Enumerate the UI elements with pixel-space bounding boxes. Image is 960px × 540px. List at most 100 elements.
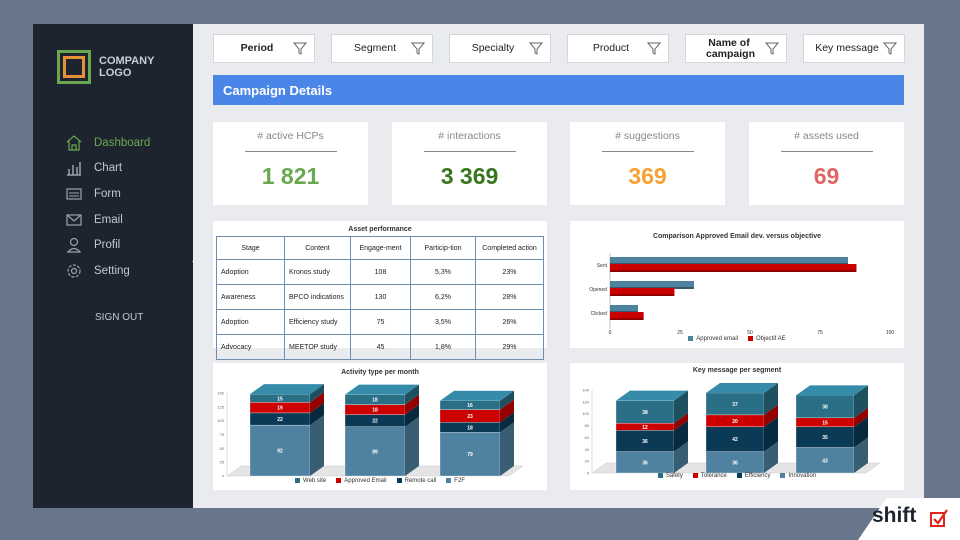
bar xyxy=(610,288,675,294)
kpi-value: 369 xyxy=(628,163,667,189)
data-label: 36 xyxy=(642,460,648,466)
x-tick-label: 50 xyxy=(747,330,753,336)
gear-icon xyxy=(65,262,83,280)
bar-segment-side xyxy=(854,407,868,427)
sidebar-item-profil[interactable]: Profil xyxy=(65,232,150,258)
x-tick-label: 25 xyxy=(677,330,683,336)
section-banner: Campaign Details xyxy=(213,75,904,105)
kpi-assets-used: # assets used 69 xyxy=(749,122,904,205)
sidebar-item-chart[interactable]: Chart xyxy=(65,156,150,182)
filter-label: Product xyxy=(592,42,630,54)
data-label: 38 xyxy=(822,405,828,411)
legend-item: Efficiency xyxy=(736,473,770,479)
table-cell: Adoption xyxy=(216,259,285,285)
email-icon xyxy=(65,211,83,229)
bar-segment-side xyxy=(764,404,778,427)
filter-label: Period xyxy=(240,42,274,54)
bar-top xyxy=(616,390,688,401)
category-label: Clicked xyxy=(591,311,608,317)
y-tick-label: 20 xyxy=(585,459,590,464)
bar-segment-side xyxy=(500,412,514,433)
data-label: 35 xyxy=(822,435,828,441)
asset-performance-table: Stage Content Engage-ment Particip-tion … xyxy=(216,236,544,360)
filter-icon xyxy=(883,42,897,55)
email-comparison-chart-card: Comparison Approved Email dev. versus ob… xyxy=(570,221,904,348)
bar-chart-icon xyxy=(65,159,83,177)
legend-item: Web site xyxy=(295,478,326,484)
filter-specialty[interactable]: Specialty xyxy=(449,34,551,63)
y-tick-label: 100 xyxy=(582,411,589,416)
sidebar-item-label: Setting xyxy=(94,264,130,277)
divider xyxy=(601,151,694,152)
bar-segment-side xyxy=(764,382,778,415)
filter-icon xyxy=(293,42,307,55)
bar-segment-side xyxy=(405,416,419,476)
filter-campaign-name[interactable]: Name of campaign xyxy=(685,34,787,63)
kpi-interactions: # interactions 3 369 xyxy=(392,122,547,205)
chart-legend: Safety Tolerance Efficiency Innovation xyxy=(570,473,904,479)
y-tick-label: 0 xyxy=(222,474,225,478)
legend-item: Remote call xyxy=(396,478,436,484)
table-cell: BPCO indications xyxy=(284,284,351,310)
column-header: Particip-tion xyxy=(410,236,476,260)
table-cell: Advocacy xyxy=(216,334,285,360)
category-label: Opened xyxy=(589,287,607,293)
legend-item: F2F xyxy=(446,478,465,484)
data-label: 12 xyxy=(642,425,648,431)
bar-segment-side xyxy=(674,441,688,473)
chart-title: Key message per segment xyxy=(692,367,782,374)
filter-key-message[interactable]: Key message xyxy=(803,34,905,63)
sidebar-item-dashboard[interactable]: Dashboard xyxy=(65,130,150,156)
category-label: Sent xyxy=(597,263,608,269)
sidebar-item-form[interactable]: Form xyxy=(65,181,150,207)
bar-segment-side xyxy=(500,422,514,476)
y-tick-label: 125 xyxy=(217,404,224,409)
bar-segment xyxy=(439,432,501,477)
kpi-value: 1 821 xyxy=(261,163,320,189)
kpi-active-hcps: # active HCPs 1 821 xyxy=(213,122,368,205)
activity-type-chart: 025507510012515092221915October89221818N… xyxy=(217,384,524,478)
sidebar-item-setting[interactable]: Setting xyxy=(65,258,150,284)
table-cell: Adoption xyxy=(216,309,285,335)
filter-segment[interactable]: Segment xyxy=(331,34,433,63)
table-cell: Awareness xyxy=(216,284,285,310)
table-header-row: Stage Content Engage-ment Particip-tion … xyxy=(216,236,544,260)
y-tick-label: 0 xyxy=(587,471,590,476)
data-label: 42 xyxy=(732,437,738,443)
y-tick-label: 100 xyxy=(217,418,224,423)
home-icon xyxy=(65,134,83,152)
data-label: 43 xyxy=(822,458,828,464)
data-label: 19 xyxy=(277,406,283,412)
sign-out-link[interactable]: SIGN OUT xyxy=(95,312,144,323)
bar xyxy=(610,312,644,318)
legend-item: Approved email xyxy=(688,336,738,342)
sidebar-item-label: Form xyxy=(94,187,121,200)
bar-top xyxy=(796,385,868,396)
kpi-value: 3 369 xyxy=(440,163,499,189)
chart-title: Activity type per month xyxy=(341,369,419,376)
chart-title: Comparison Approved Email dev. versus ob… xyxy=(652,233,822,240)
divider xyxy=(244,151,337,152)
filter-period[interactable]: Period xyxy=(213,34,315,63)
table-cell: 6,2% xyxy=(410,284,476,310)
asset-performance-card: Asset performance Stage Content Engage-m… xyxy=(213,221,547,360)
table-title: Asset performance xyxy=(348,226,412,233)
table-cell: 1,8% xyxy=(410,334,476,360)
bar-segment-side xyxy=(854,385,868,418)
y-tick-label: 25 xyxy=(220,460,225,465)
kpi-label: # active HCPs xyxy=(257,130,324,142)
x-tick-label: 100 xyxy=(886,330,895,336)
table-cell: MEETOP study xyxy=(284,334,351,360)
table-row: Adoption Efficiency study 75 3,5% 26% xyxy=(216,309,544,335)
sidebar-item-email[interactable]: Email xyxy=(65,207,150,233)
filter-icon xyxy=(647,42,661,55)
logo-text: COMPANY LOGO xyxy=(99,55,155,79)
filter-product[interactable]: Product xyxy=(567,34,669,63)
divider xyxy=(780,151,873,152)
bar-segment-side xyxy=(310,384,324,403)
kpi-label: # assets used xyxy=(794,130,859,142)
bar-segment-side xyxy=(674,413,688,431)
company-logo[interactable]: COMPANY LOGO xyxy=(57,50,159,84)
bar-top xyxy=(250,384,324,395)
data-label: 22 xyxy=(372,419,378,425)
